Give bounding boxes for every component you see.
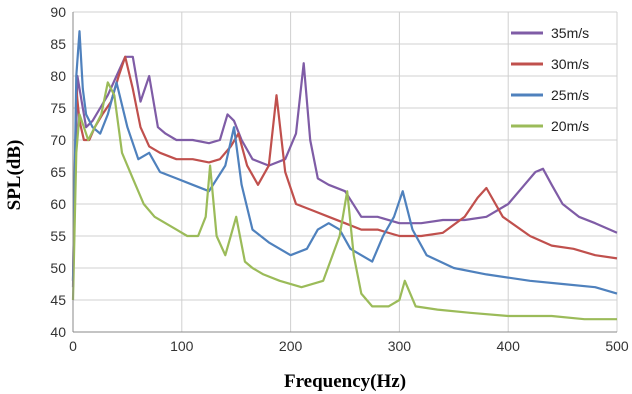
y-axis-title: SPL(dB)	[4, 140, 25, 211]
series-line-30m/s	[71, 55, 618, 281]
legend-label: 35m/s	[551, 25, 589, 41]
x-tick-label: 200	[279, 338, 303, 354]
y-tick-labels: 40 45 50 55 60 65 70 75 80 85 90	[50, 4, 66, 340]
y-tick-label: 80	[50, 68, 66, 84]
legend: 35m/s 30m/s 25m/s 20m/s	[511, 25, 589, 134]
x-tick-label: 100	[170, 338, 194, 354]
y-tick-label: 50	[50, 260, 66, 276]
y-tick-label: 85	[50, 36, 66, 52]
y-tick-label: 75	[50, 100, 66, 116]
y-tick-label: 40	[50, 324, 66, 340]
x-tick-label: 400	[497, 338, 521, 354]
x-tick-label: 500	[605, 338, 629, 354]
y-tick-label: 65	[50, 164, 66, 180]
series-line-20m/s	[71, 81, 617, 321]
y-tick-label: 90	[50, 4, 66, 20]
y-tick-label: 60	[50, 196, 66, 212]
y-tick-label: 45	[50, 292, 66, 308]
y-tick-label: 55	[50, 228, 66, 244]
legend-label: 30m/s	[551, 56, 589, 72]
legend-label: 25m/s	[551, 87, 589, 103]
x-tick-labels: 0 100 200 300 400 500	[69, 338, 629, 354]
legend-label: 20m/s	[551, 118, 589, 134]
series-line-25m/s	[71, 30, 618, 295]
series-lines	[71, 30, 618, 321]
x-tick-label: 0	[69, 338, 77, 354]
axes	[72, 12, 617, 333]
x-tick-label: 300	[388, 338, 412, 354]
x-axis-title: Frequency(Hz)	[284, 371, 406, 392]
y-tick-label: 70	[50, 132, 66, 148]
